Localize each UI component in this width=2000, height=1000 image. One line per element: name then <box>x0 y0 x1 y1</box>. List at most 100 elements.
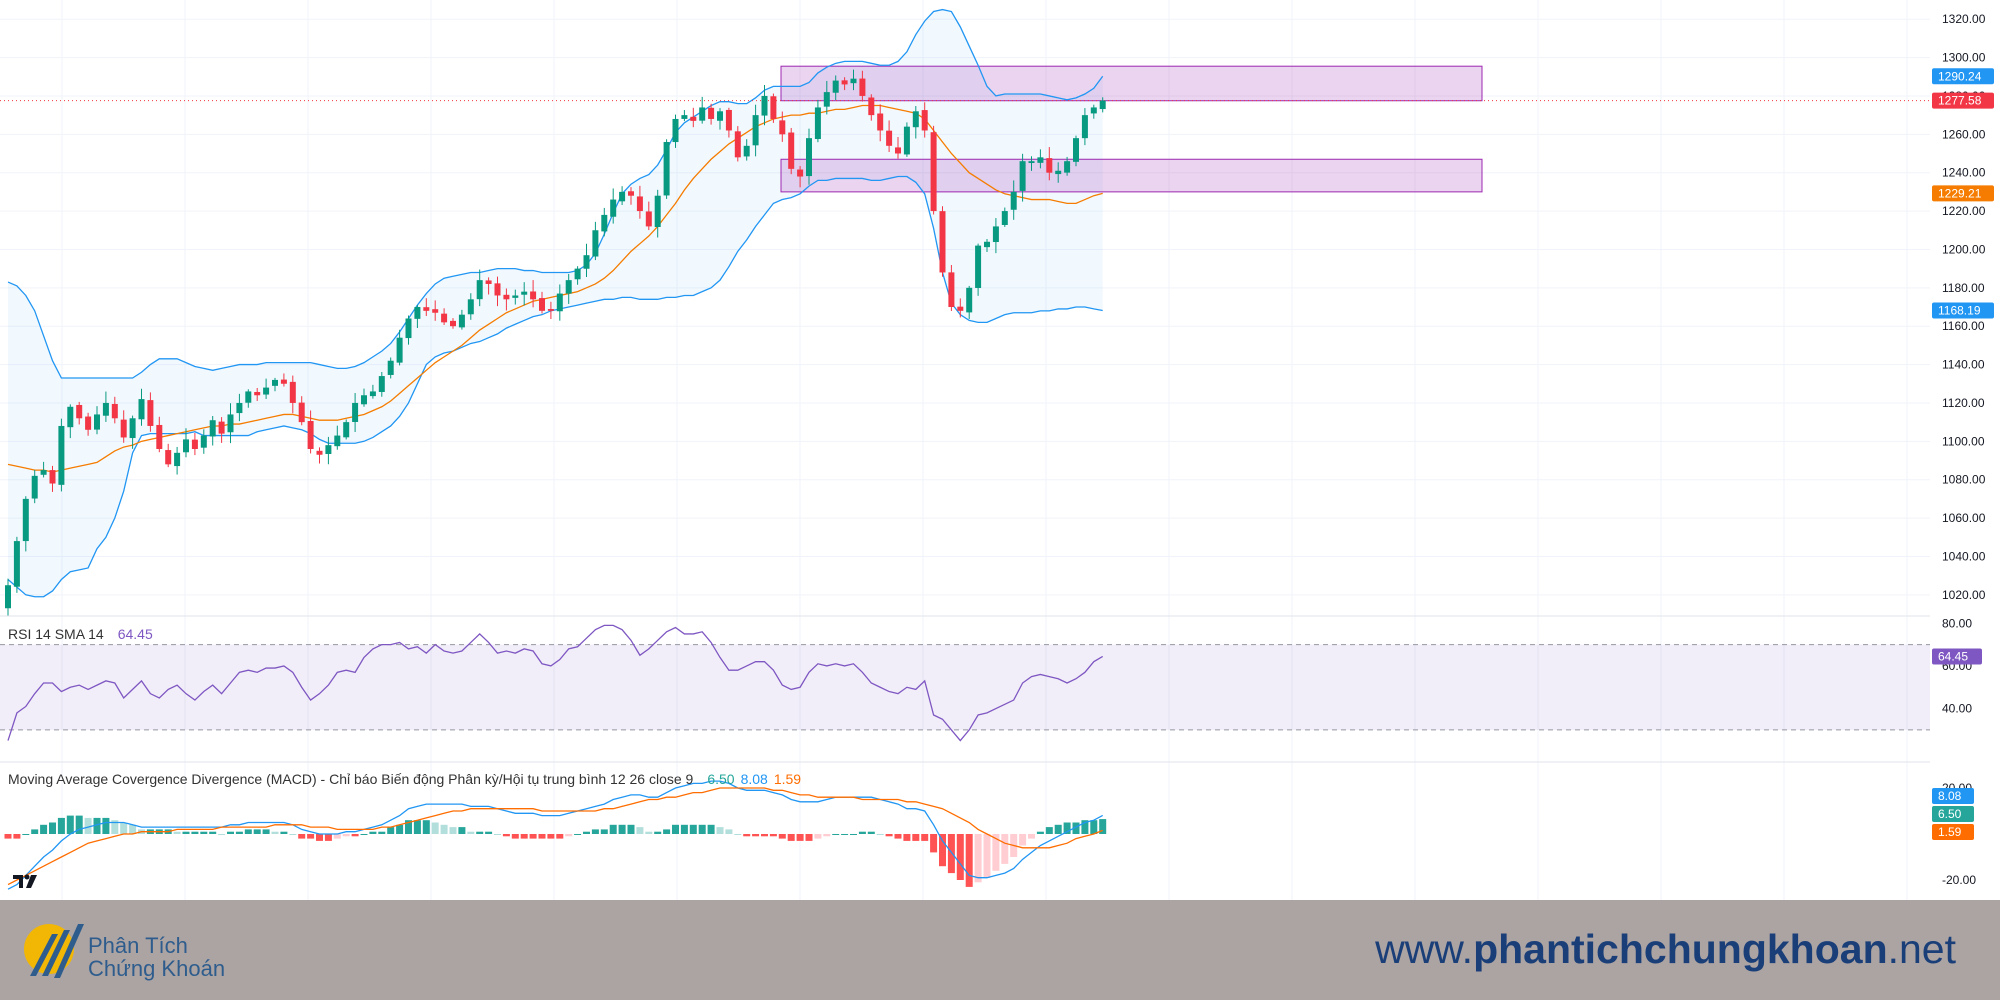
candle-body <box>734 131 741 158</box>
macd-histogram-bar <box>778 834 786 839</box>
candle-body <box>432 309 439 313</box>
candle-body <box>245 391 252 403</box>
candle-body <box>957 306 964 311</box>
candle-body <box>681 115 688 119</box>
candle-body <box>574 268 581 280</box>
macd-histogram-bar <box>49 822 56 834</box>
candle-body <box>450 320 456 327</box>
candle-body <box>494 283 501 296</box>
candle-body <box>886 130 893 146</box>
candle-body <box>396 337 403 363</box>
macd-histogram-bar <box>369 831 377 834</box>
macd-histogram-bar <box>885 834 893 837</box>
candle-body <box>948 272 955 307</box>
rsi-legend: RSI 14 SMA 14 64.45 <box>8 626 167 642</box>
macd-histogram-bar <box>262 829 270 834</box>
candle-body <box>868 97 875 116</box>
candle-body <box>31 475 38 499</box>
macd-histogram-bar <box>413 820 421 834</box>
candle-body <box>806 138 812 177</box>
candle-body <box>984 241 990 248</box>
brand-logo-icon <box>24 924 84 978</box>
candle-body <box>779 120 786 135</box>
candle-body <box>1099 100 1106 110</box>
macd-histogram-bar <box>1063 822 1071 834</box>
candle-body <box>912 111 919 128</box>
candle-body <box>788 132 795 169</box>
candle-body <box>209 420 216 437</box>
rsi-line <box>7 624 1104 742</box>
price-tick-label: 1120.00 <box>1942 396 1985 410</box>
candle-body <box>325 445 332 454</box>
candle-body <box>1028 161 1035 164</box>
candle-body <box>1019 161 1026 191</box>
price-tick-label: 1200.00 <box>1942 242 1986 256</box>
rsi-band-fill <box>0 644 1930 730</box>
candle-body <box>183 439 189 453</box>
candle-body <box>236 402 243 414</box>
candle-body <box>263 387 270 395</box>
chart-svg[interactable]: 1320.001300.001280.001260.001240.001220.… <box>0 0 2000 900</box>
bollinger-basis-line <box>7 104 1103 473</box>
macd-histogram-bar <box>449 827 457 834</box>
macd-histogram-bar <box>494 834 501 835</box>
candle-body <box>503 294 510 300</box>
macd-histogram-bar <box>921 834 929 841</box>
macd-histogram-bar <box>832 834 840 835</box>
macd-histogram-bar <box>591 829 599 834</box>
site-prefix: www. <box>1375 926 1474 972</box>
rsi-badge-bg <box>1932 648 1982 665</box>
macd-histogram-bar <box>342 834 350 837</box>
macd-histogram-bar <box>538 834 546 839</box>
candle-body <box>58 425 65 485</box>
candle-body <box>823 92 830 107</box>
candle-body <box>877 113 884 131</box>
candle-body <box>797 169 804 177</box>
macd-histogram-bar <box>529 834 537 839</box>
candle-body <box>547 309 554 311</box>
macd-histogram-bar <box>84 817 92 834</box>
candle-body <box>1090 107 1097 114</box>
candle-body <box>423 307 430 311</box>
macd-histogram-bar <box>218 834 226 835</box>
candle-body <box>307 420 314 449</box>
macd-histogram-bar <box>930 834 938 853</box>
macd-badge-label: 6.50 <box>1938 807 1962 821</box>
tradingview-logo-icon[interactable] <box>12 872 40 890</box>
candle-body <box>975 245 982 288</box>
macd-histogram-bar <box>31 829 39 834</box>
price-badge-bg <box>1932 92 1994 109</box>
website-url[interactable]: www.phantichchungkhoan.net <box>1375 926 1956 973</box>
candle-body <box>85 416 92 430</box>
macd-histogram-bar <box>378 831 386 834</box>
candle-body <box>165 450 172 465</box>
macd-histogram-bar <box>689 824 697 834</box>
price-tick-label: 1220.00 <box>1942 204 1986 218</box>
macd-histogram-bar <box>57 817 65 834</box>
candle-body <box>654 195 661 228</box>
macd-histogram-bar <box>511 834 519 839</box>
price-badge-bg <box>1932 302 1994 319</box>
macd-histogram-bar <box>965 834 973 887</box>
candle-body <box>645 211 652 227</box>
price-tick-label: 1180.00 <box>1942 281 1985 295</box>
candle-body <box>521 291 528 295</box>
macd-histogram-bar <box>1045 827 1053 834</box>
macd-histogram-bar <box>609 824 617 834</box>
candle-body <box>94 414 100 430</box>
macd-histogram-bar <box>752 834 760 837</box>
macd-histogram-bar <box>769 834 777 837</box>
brand-line-1: Phân Tích <box>88 933 188 958</box>
macd-histogram-bar <box>520 834 528 839</box>
macd-histogram-bar <box>983 834 991 878</box>
chart-area[interactable]: 1320.001300.001280.001260.001240.001220.… <box>0 0 2000 900</box>
macd-histogram-bar <box>939 834 946 867</box>
candle-body <box>814 107 821 140</box>
candle-body <box>619 191 626 202</box>
candle-body <box>156 424 163 449</box>
macd-histogram-bar <box>360 834 368 835</box>
candle-body <box>636 196 643 212</box>
price-badge-label: 1229.21 <box>1938 186 1982 200</box>
candle-body <box>530 291 537 300</box>
macd-histogram-bar <box>502 834 510 837</box>
